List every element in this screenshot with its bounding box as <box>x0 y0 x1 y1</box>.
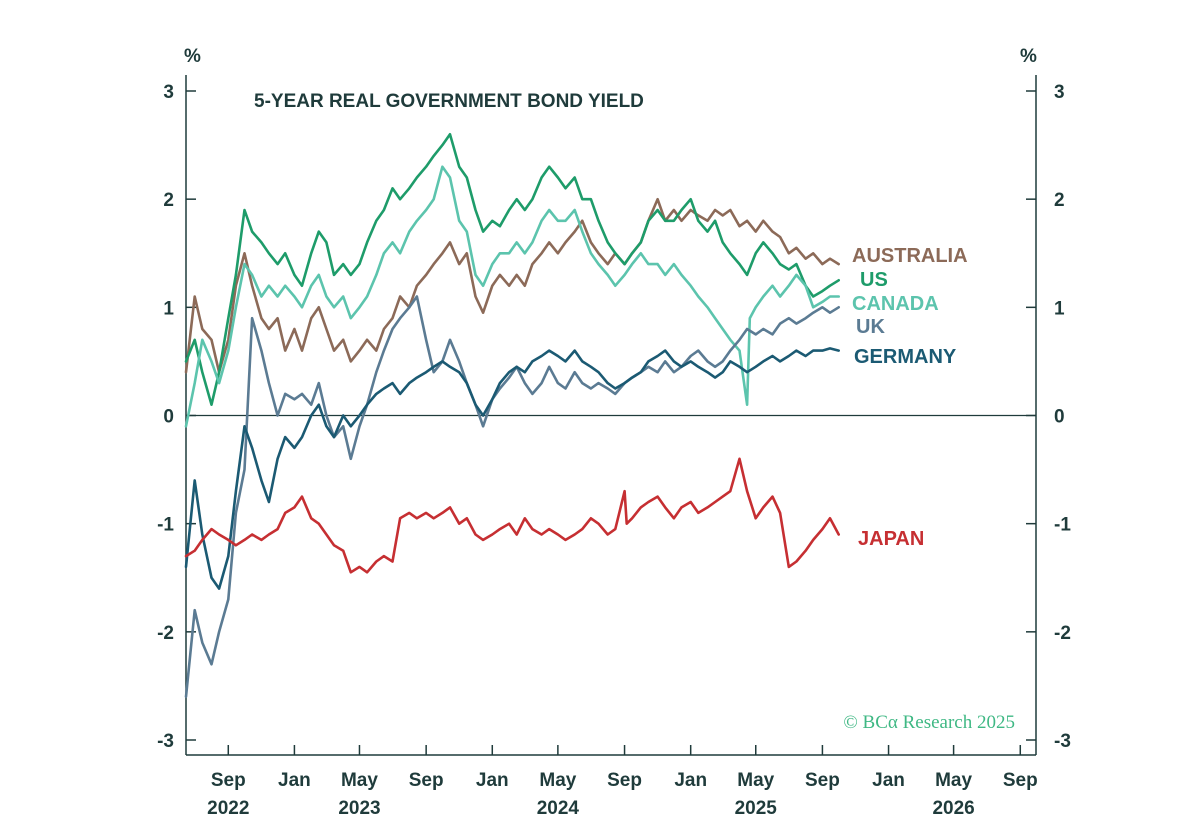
chart-title: 5-YEAR REAL GOVERNMENT BOND YIELD <box>254 91 644 112</box>
series-line-canada <box>184 165 840 428</box>
y-tick-label-left: -1 <box>157 515 174 536</box>
x-tick-label: May <box>935 770 972 791</box>
y-tick-label-left: 0 <box>163 407 174 428</box>
x-tick-label: Jan <box>278 770 311 791</box>
y-tick-label-left: 1 <box>163 298 174 319</box>
series-label-uk: UK <box>856 316 885 338</box>
y-tick-label-left: -2 <box>157 623 174 644</box>
x-tick-label: Sep <box>805 770 840 791</box>
x-year-label: 2023 <box>338 798 380 819</box>
x-tick-label: May <box>737 770 774 791</box>
series-line-australia <box>184 197 840 374</box>
x-tick-label: May <box>539 770 576 791</box>
y-tick-label-right: 0 <box>1054 407 1065 428</box>
y-tick-label-right: 2 <box>1054 190 1065 211</box>
x-tick-label: Sep <box>607 770 642 791</box>
y-tick-label-right: 1 <box>1054 298 1065 319</box>
x-tick-label: Jan <box>476 770 509 791</box>
series-line-germany <box>184 347 840 590</box>
y-tick-label-left: 2 <box>163 190 174 211</box>
series-line-japan <box>184 457 840 574</box>
credit-text: © BCα Research 2025 <box>843 712 1015 733</box>
right-unit-label: % <box>1020 46 1037 67</box>
y-tick-label-right: -1 <box>1054 515 1071 536</box>
series-label-australia: AUSTRALIA <box>852 245 968 267</box>
x-tick-label: Sep <box>1003 770 1038 791</box>
y-tick-label-left: 3 <box>163 82 174 103</box>
series-label-canada: CANADA <box>852 293 939 315</box>
y-tick-label-left: -3 <box>157 731 174 752</box>
series-label-us: US <box>860 269 888 291</box>
x-year-label: 2026 <box>932 798 974 819</box>
y-tick-label-right: 3 <box>1054 82 1065 103</box>
x-year-label: 2025 <box>735 798 778 819</box>
x-tick-label: May <box>341 770 378 791</box>
series-label-japan: JAPAN <box>858 528 924 550</box>
x-tick-label: Jan <box>872 770 905 791</box>
x-year-label: 2024 <box>537 798 580 819</box>
left-unit-label: % <box>184 46 201 67</box>
x-year-label: 2022 <box>207 798 249 819</box>
y-tick-label-right: -2 <box>1054 623 1071 644</box>
series-label-germany: GERMANY <box>854 346 957 368</box>
series-line-uk <box>184 295 840 698</box>
y-tick-label-right: -3 <box>1054 731 1071 752</box>
x-tick-label: Sep <box>211 770 246 791</box>
series-line-us <box>184 133 840 406</box>
x-tick-label: Sep <box>409 770 444 791</box>
x-tick-label: Jan <box>674 770 707 791</box>
